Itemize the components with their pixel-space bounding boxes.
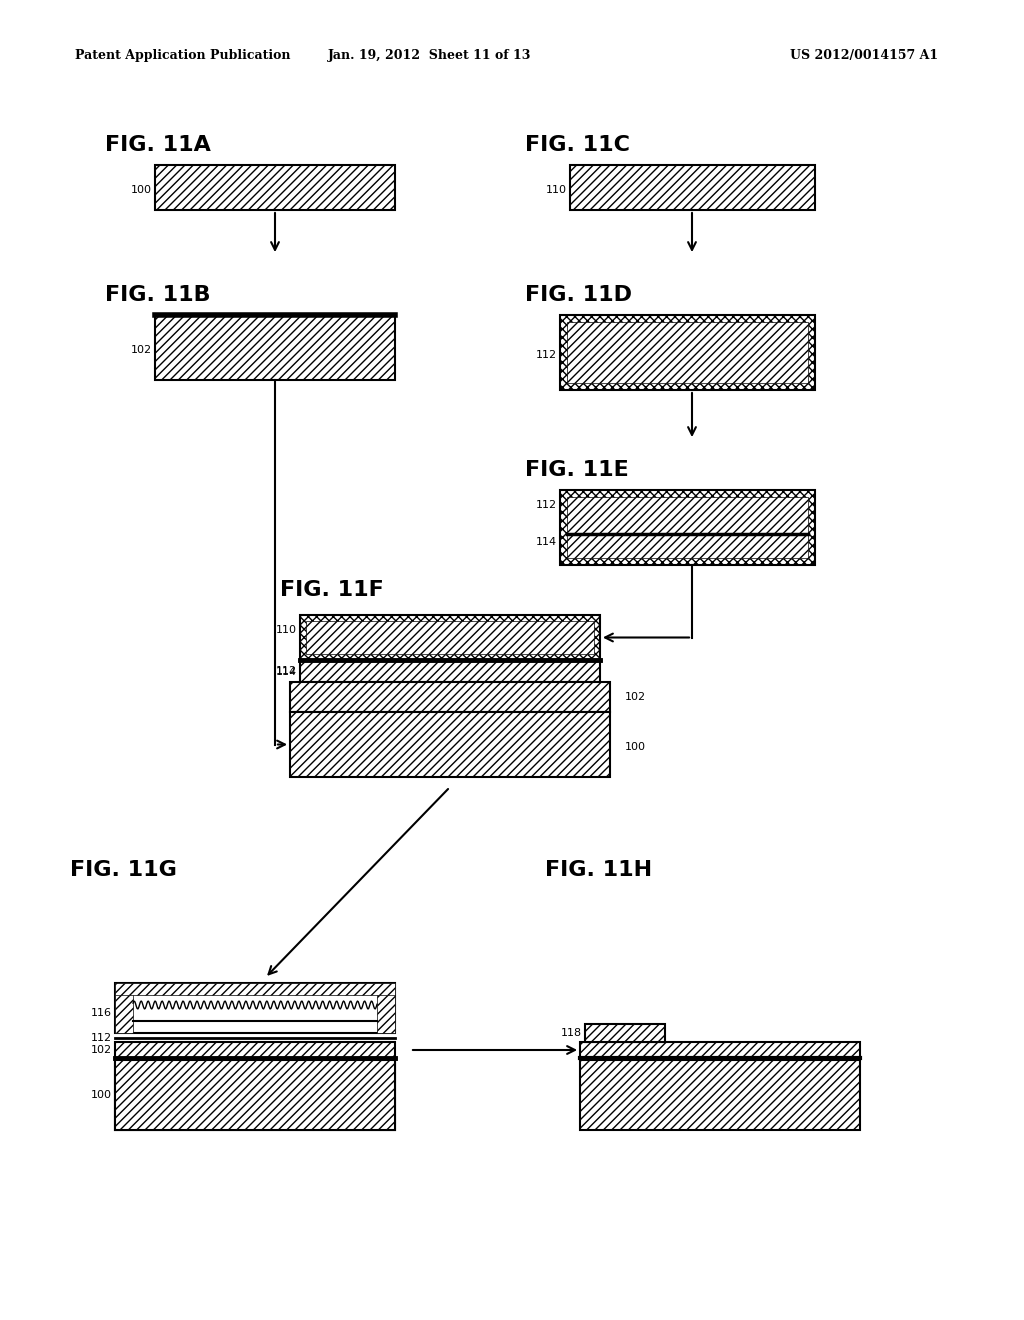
Bar [155,315,395,380]
Bar [560,315,815,389]
Text: 100: 100 [625,742,646,752]
Bar [567,322,808,383]
Text: 112: 112 [536,500,557,510]
Bar [300,615,600,660]
Text: 102: 102 [625,692,646,702]
Bar [115,983,395,1034]
Bar [306,620,594,653]
Text: FIG. 11G: FIG. 11G [70,861,177,880]
Bar [290,682,610,711]
Text: Patent Application Publication: Patent Application Publication [75,49,291,62]
Text: FIG. 11H: FIG. 11H [545,861,652,880]
Bar [155,165,395,210]
Text: 100: 100 [91,1090,112,1100]
Text: 114: 114 [275,667,297,677]
Text: Jan. 19, 2012  Sheet 11 of 13: Jan. 19, 2012 Sheet 11 of 13 [329,49,531,62]
Bar [567,498,808,558]
Bar [585,1024,665,1041]
Bar [560,490,815,565]
Bar [580,1041,860,1059]
Text: 112: 112 [536,350,557,360]
Bar [300,660,600,682]
Text: FIG. 11E: FIG. 11E [525,459,629,480]
Text: 110: 110 [546,185,567,195]
Text: US 2012/0014157 A1: US 2012/0014157 A1 [790,49,938,62]
Bar [290,711,610,777]
Bar [115,983,133,1034]
Text: FIG. 11A: FIG. 11A [105,135,211,154]
Text: 110: 110 [276,624,297,635]
Bar [580,1060,860,1130]
Bar [115,1060,395,1130]
Bar [570,165,815,210]
Text: 118: 118 [561,1028,582,1038]
Text: 102: 102 [91,1045,112,1055]
Bar [115,1041,395,1059]
Text: FIG. 11C: FIG. 11C [525,135,630,154]
Bar [115,983,395,995]
Bar [377,983,395,1034]
Bar [115,1060,395,1130]
Text: FIG. 11B: FIG. 11B [105,285,211,305]
Text: FIG. 11D: FIG. 11D [525,285,632,305]
Text: 114: 114 [536,537,557,546]
Text: 116: 116 [91,1008,112,1018]
Text: 102: 102 [131,345,152,355]
Text: 112: 112 [275,667,297,676]
Text: 112: 112 [91,1034,112,1043]
Text: FIG. 11F: FIG. 11F [280,579,384,601]
Text: 100: 100 [131,185,152,195]
